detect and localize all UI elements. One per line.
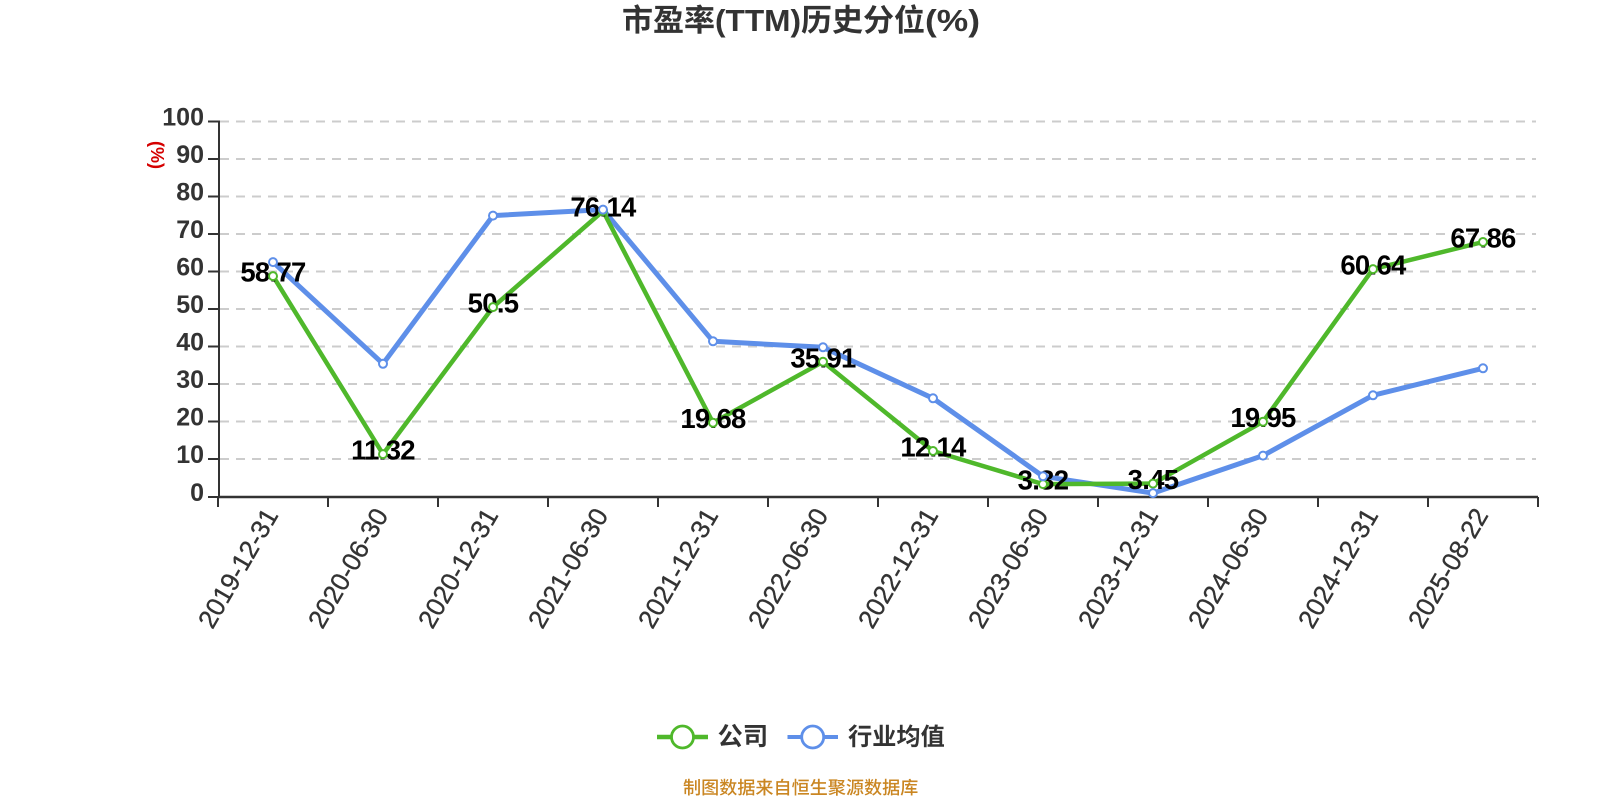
svg-text:70: 70 — [176, 216, 204, 244]
svg-text:100: 100 — [162, 104, 204, 132]
svg-text:30: 30 — [176, 366, 204, 394]
svg-text:2020-06-30: 2020-06-30 — [302, 503, 394, 633]
svg-text:2022-12-31: 2022-12-31 — [852, 503, 944, 633]
svg-text:2024-06-30: 2024-06-30 — [1182, 503, 1274, 633]
svg-text:2022-06-30: 2022-06-30 — [742, 503, 834, 633]
svg-text:50: 50 — [176, 291, 204, 319]
svg-text:2024-12-31: 2024-12-31 — [1292, 503, 1384, 633]
svg-text:60: 60 — [176, 254, 204, 282]
svg-text:2021-12-31: 2021-12-31 — [632, 503, 724, 633]
svg-text:(%): (%) — [925, 3, 980, 38]
svg-text:2023-12-31: 2023-12-31 — [1072, 503, 1164, 633]
svg-text:2025-08-22: 2025-08-22 — [1402, 503, 1494, 633]
svg-text:40: 40 — [176, 329, 204, 357]
svg-text:2023-06-30: 2023-06-30 — [962, 503, 1054, 633]
svg-text:(TTM): (TTM) — [715, 3, 801, 38]
svg-text:2021-06-30: 2021-06-30 — [522, 503, 614, 633]
svg-text:(%): (%) — [147, 141, 167, 169]
svg-text:20: 20 — [176, 404, 204, 432]
svg-text:10: 10 — [176, 441, 204, 469]
svg-text:2019-12-31: 2019-12-31 — [192, 503, 284, 633]
svg-text:80: 80 — [176, 179, 204, 207]
svg-text:90: 90 — [176, 141, 204, 169]
svg-text:0: 0 — [190, 479, 204, 507]
svg-text:2020-12-31: 2020-12-31 — [412, 503, 504, 633]
